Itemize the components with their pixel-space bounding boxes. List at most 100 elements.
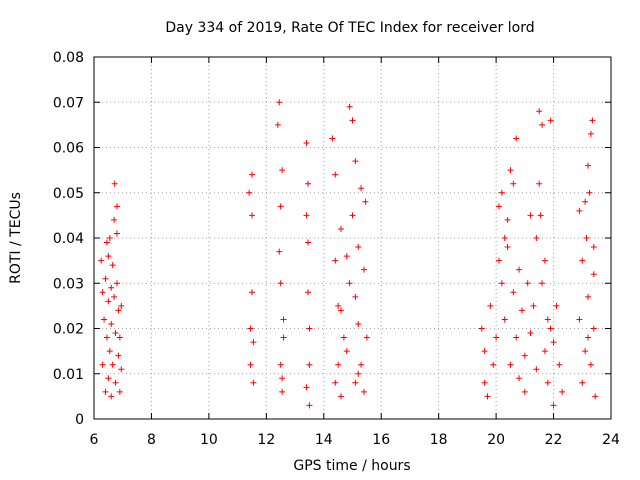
data-point (101, 316, 108, 323)
x-tick-label: 20 (487, 432, 505, 448)
data-point (108, 320, 115, 327)
data-point (498, 189, 505, 196)
data-point (304, 180, 311, 187)
data-point (541, 257, 548, 264)
data-point (338, 393, 345, 400)
data-point (481, 379, 488, 386)
data-point (583, 235, 590, 241)
data-point (113, 230, 120, 237)
data-point (280, 334, 287, 341)
data-point (544, 316, 551, 323)
data-point (247, 325, 254, 332)
data-point (332, 379, 339, 386)
data-point (539, 121, 546, 128)
y-tick-label: 0.07 (53, 95, 84, 111)
data-point (478, 325, 485, 332)
data-point (335, 302, 342, 309)
data-point (587, 361, 594, 368)
data-point (513, 135, 520, 142)
data-point (533, 235, 540, 241)
data-point (590, 244, 597, 251)
data-point (547, 325, 554, 332)
data-points (98, 99, 599, 409)
data-point (539, 280, 546, 287)
data-point (579, 257, 586, 264)
data-point (507, 361, 514, 368)
data-point (111, 216, 118, 223)
data-point (358, 185, 365, 192)
data-point (524, 280, 531, 287)
data-point (343, 348, 350, 355)
data-point (102, 275, 109, 282)
data-point (355, 370, 362, 377)
data-point (112, 330, 119, 337)
data-point (335, 361, 342, 368)
data-point (527, 330, 534, 337)
data-point (579, 379, 586, 386)
x-tick-label: 8 (147, 432, 156, 448)
axis-ticks: 6 8 10 12 14 16 18 20 22 24 0 0.01 0.02 0.03 0.04 0.05 0… (53, 50, 620, 448)
data-point (358, 361, 365, 368)
data-point (493, 334, 500, 341)
data-point (98, 257, 105, 264)
data-point (487, 302, 494, 309)
data-point (346, 280, 353, 287)
data-point (352, 379, 359, 386)
data-point (112, 379, 119, 386)
data-point (248, 171, 255, 178)
data-point (556, 361, 563, 368)
data-point (501, 235, 508, 241)
data-point (111, 293, 118, 300)
data-point (276, 99, 283, 106)
data-point (362, 198, 369, 205)
data-point (495, 203, 502, 210)
data-point (279, 388, 286, 395)
data-point (589, 117, 596, 124)
data-point (498, 280, 505, 287)
data-point (246, 189, 253, 196)
data-point (105, 375, 112, 382)
data-point (332, 171, 339, 178)
data-point (105, 253, 112, 260)
data-point (116, 334, 123, 341)
data-point (248, 289, 255, 296)
data-point (504, 244, 511, 251)
data-point (352, 293, 359, 300)
data-point (113, 203, 120, 210)
data-point (105, 298, 112, 305)
data-point (329, 135, 336, 142)
data-point (247, 361, 254, 368)
data-point (510, 180, 517, 187)
data-point (279, 375, 286, 382)
data-point (346, 103, 353, 110)
data-point (521, 352, 528, 359)
data-point (111, 180, 118, 187)
data-point (303, 139, 310, 146)
data-point (550, 339, 557, 346)
data-point (533, 366, 540, 373)
data-point (360, 266, 367, 273)
data-point (106, 235, 113, 241)
data-point (103, 239, 110, 246)
data-point (103, 334, 110, 341)
data-point (108, 284, 115, 291)
x-tick-label: 14 (315, 432, 333, 448)
data-point (516, 375, 523, 382)
data-point (510, 289, 517, 296)
data-point (113, 280, 120, 287)
data-point (590, 271, 597, 278)
data-point (338, 225, 345, 232)
data-point (99, 361, 106, 368)
y-tick-label: 0.06 (53, 141, 84, 157)
data-point (585, 162, 592, 169)
data-point (592, 393, 599, 400)
data-point (541, 348, 548, 355)
y-tick-label: 0 (75, 412, 84, 428)
data-point (343, 253, 350, 260)
data-point (516, 266, 523, 273)
data-point (115, 307, 122, 314)
data-point (586, 189, 593, 196)
x-tick-label: 16 (372, 432, 390, 448)
x-axis-label: GPS time / hours (293, 458, 410, 474)
y-tick-label: 0.05 (53, 186, 84, 202)
